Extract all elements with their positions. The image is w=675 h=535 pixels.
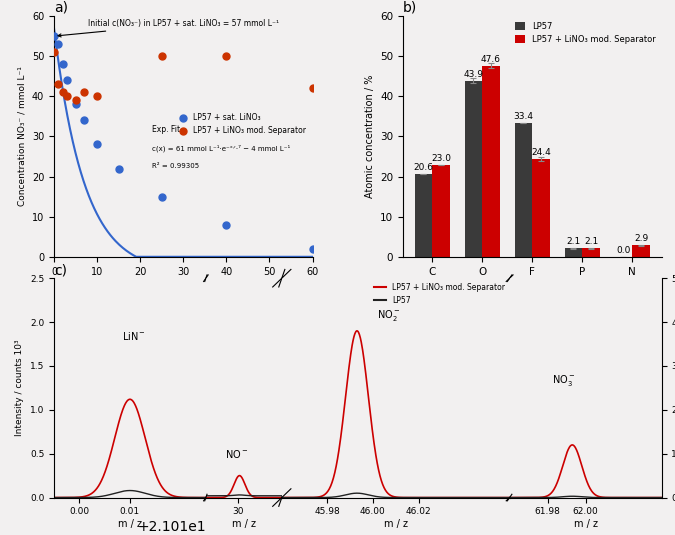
Text: NO$_3^-$: NO$_3^-$: [552, 373, 576, 388]
X-axis label: m / z: m / z: [232, 519, 256, 529]
X-axis label: Cycle number: Cycle number: [149, 282, 217, 292]
LP57 + LiNO₃ mod. Separator: [79, 88, 90, 96]
LP57 + sat. LiNO₃: [113, 164, 124, 173]
Bar: [515, 123, 533, 257]
Text: 47.6: 47.6: [481, 55, 501, 64]
Text: 20.6: 20.6: [414, 163, 433, 172]
LP57 + sat. LiNO₃: [61, 76, 72, 85]
Text: 23.0: 23.0: [431, 154, 451, 163]
Bar: [565, 248, 583, 257]
LP57 + sat. LiNO₃: [157, 193, 167, 201]
Bar: [482, 66, 500, 257]
Text: c(x) = 61 mmol L⁻¹·e⁻ˣᐟ·⁷ − 4 mmol L⁻¹: c(x) = 61 mmol L⁻¹·e⁻ˣᐟ·⁷ − 4 mmol L⁻¹: [153, 145, 290, 152]
Bar: [632, 245, 650, 257]
LP57 + LiNO₃ mod. Separator: [157, 52, 167, 60]
Legend: LP57, LP57 + LiNO₃ mod. Separator: LP57, LP57 + LiNO₃ mod. Separator: [512, 19, 659, 48]
Text: 24.4: 24.4: [531, 148, 551, 157]
Bar: [583, 248, 600, 257]
Bar: [432, 165, 450, 257]
X-axis label: Element: Element: [512, 282, 553, 292]
Text: a): a): [54, 1, 68, 15]
LP57 + sat. LiNO₃: [57, 60, 68, 68]
Text: LiN$^-$: LiN$^-$: [122, 330, 146, 342]
Bar: [533, 159, 549, 257]
LP57 + sat. LiNO₃: [49, 32, 59, 41]
Text: 2.1: 2.1: [566, 238, 580, 246]
Y-axis label: Intensity / counts 10³: Intensity / counts 10³: [16, 340, 24, 436]
Text: c): c): [54, 263, 67, 277]
Text: 33.4: 33.4: [514, 112, 533, 121]
LP57 + LiNO₃ mod. Separator: [92, 92, 103, 101]
Text: NO$_2^-$: NO$_2^-$: [377, 308, 401, 323]
LP57 + LiNO₃ mod. Separator: [61, 92, 72, 101]
Legend: LP57 + LiNO₃ mod. Separator, LP57: LP57 + LiNO₃ mod. Separator, LP57: [371, 280, 508, 308]
Text: b): b): [403, 1, 417, 15]
LP57 + sat. LiNO₃: [221, 220, 232, 229]
LP57 + LiNO₃ mod. Separator: [221, 52, 232, 60]
Text: 43.9: 43.9: [464, 70, 483, 79]
LP57 + sat. LiNO₃: [307, 244, 318, 253]
Bar: [465, 81, 482, 257]
Text: NO$^-$: NO$^-$: [225, 448, 248, 460]
X-axis label: m / z: m / z: [574, 519, 597, 529]
Text: 2.9: 2.9: [634, 234, 648, 243]
LP57 + LiNO₃ mod. Separator: [70, 96, 81, 105]
Text: Exp. Fit: Exp. Fit: [153, 125, 180, 134]
Bar: [414, 174, 432, 257]
LP57 + sat. LiNO₃: [70, 100, 81, 109]
LP57 + sat. LiNO₃: [92, 140, 103, 149]
Y-axis label: Concentration NO₃⁻ / mmol L⁻¹: Concentration NO₃⁻ / mmol L⁻¹: [18, 66, 26, 207]
LP57 + LiNO₃ mod. Separator: [53, 80, 63, 89]
Text: R² = 0.99305: R² = 0.99305: [153, 163, 199, 169]
Y-axis label: Atomic concentration / %: Atomic concentration / %: [364, 75, 375, 198]
X-axis label: m / z: m / z: [118, 519, 142, 529]
Legend: LP57 + sat. LiNO₃, LP57 + LiNO₃ mod. Separator: LP57 + sat. LiNO₃, LP57 + LiNO₃ mod. Sep…: [176, 110, 308, 139]
X-axis label: m / z: m / z: [383, 519, 408, 529]
LP57 + LiNO₃ mod. Separator: [307, 84, 318, 93]
LP57 + LiNO₃ mod. Separator: [57, 88, 68, 96]
Text: 2.1: 2.1: [584, 238, 598, 246]
LP57 + sat. LiNO₃: [53, 40, 63, 49]
Text: 0.0: 0.0: [616, 246, 630, 255]
Text: Initial c(NO₃⁻) in LP57 + sat. LiNO₃ = 57 mmol L⁻¹: Initial c(NO₃⁻) in LP57 + sat. LiNO₃ = 5…: [58, 19, 279, 37]
LP57 + LiNO₃ mod. Separator: [49, 48, 59, 57]
LP57 + sat. LiNO₃: [79, 116, 90, 125]
